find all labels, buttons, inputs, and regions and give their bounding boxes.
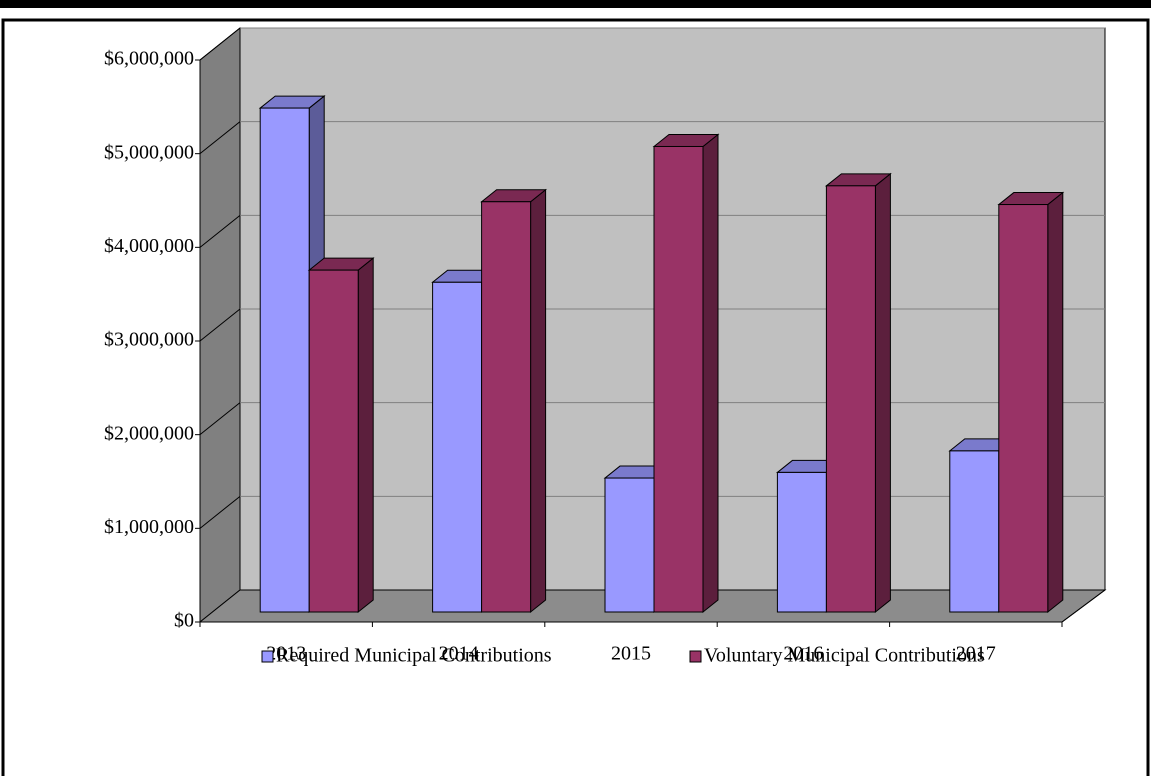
bar [604, 477, 655, 613]
bar [825, 185, 876, 613]
legend-swatch [261, 650, 274, 663]
floor-edge [1061, 589, 1106, 623]
x-tick-label: 2016 [783, 643, 823, 665]
grid-line [199, 214, 241, 248]
x-tick-label: 2017 [956, 643, 996, 665]
x-tick-label: 2013 [266, 643, 306, 665]
grid-line [199, 308, 241, 342]
bar-side [874, 172, 891, 614]
grid-line [199, 27, 241, 61]
x-tick-label: 2014 [439, 643, 479, 665]
bar [308, 269, 359, 613]
grid-line [199, 402, 241, 436]
bar-side [1047, 191, 1064, 614]
bar [776, 471, 827, 613]
y-tick-label: $1,000,000 [104, 516, 194, 538]
x-tick-label: 2015 [611, 643, 651, 665]
bar-side [702, 133, 719, 614]
y-tick-label: $6,000,000 [104, 48, 194, 70]
y-tick-label: $3,000,000 [104, 329, 194, 351]
y-tick-label: $5,000,000 [104, 141, 194, 163]
bar [949, 450, 1000, 613]
bar [481, 201, 532, 613]
bar [998, 204, 1049, 613]
grid-line [199, 121, 241, 155]
y-tick-label: $4,000,000 [104, 235, 194, 257]
bar [259, 107, 310, 613]
bar-side [530, 188, 547, 614]
y-tick-label: $2,000,000 [104, 422, 194, 444]
bar [653, 145, 704, 613]
legend-label: Required Municipal Contributions [276, 645, 552, 667]
bar-side [357, 257, 374, 614]
grid-line [199, 495, 241, 529]
legend-swatch [689, 650, 702, 663]
y-tick-label: $0 [174, 610, 194, 632]
bar [432, 281, 483, 613]
chart-frame [1, 18, 1150, 776]
top-strip [0, 0, 1151, 8]
legend-label: Voluntary Municipal Contributions [704, 645, 985, 667]
